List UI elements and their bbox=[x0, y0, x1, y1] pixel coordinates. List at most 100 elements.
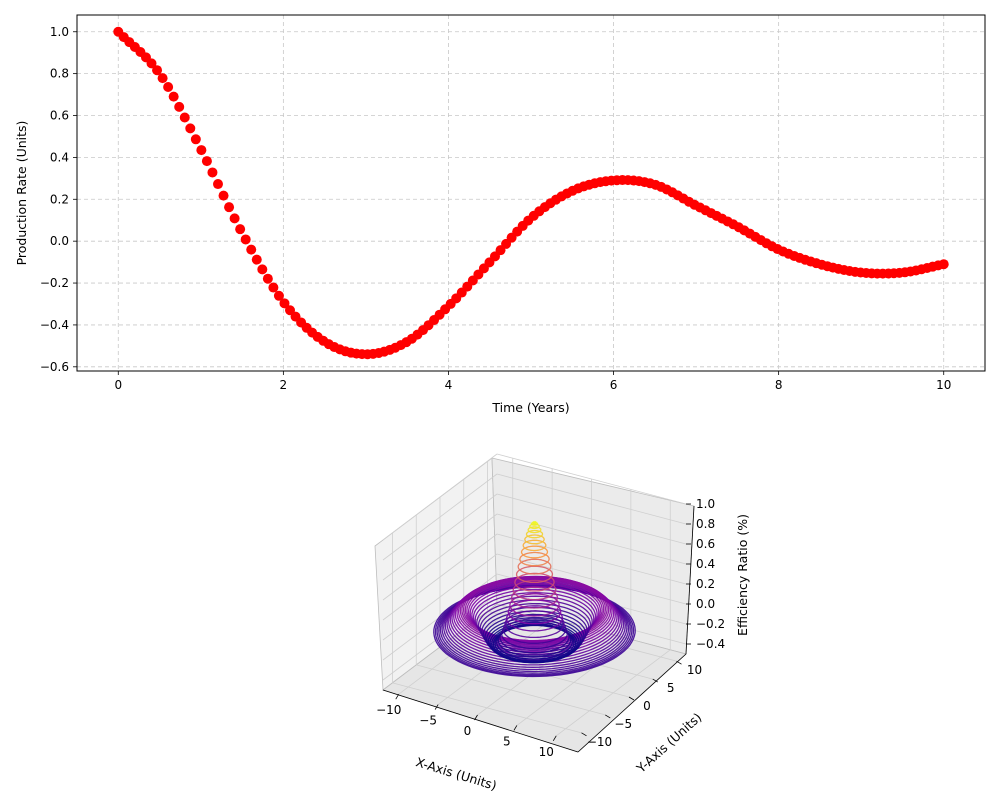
scatter-y-tick-label: −0.6 bbox=[40, 360, 69, 374]
surface-wall-gridline bbox=[382, 513, 498, 601]
scatter-y-tick-label: −0.4 bbox=[40, 318, 69, 332]
surface-z-axis-line bbox=[685, 505, 695, 655]
surface-x-tick-label: −10 bbox=[376, 703, 401, 717]
scatter-x-tick-label: 0 bbox=[114, 378, 122, 392]
surface-z-ticks: −0.4 −0.2 0.0 0.2 0.4 0.6 0.8 1.0 bbox=[686, 497, 725, 651]
surface-ring bbox=[529, 523, 540, 530]
surface-x-tick-label: 10 bbox=[539, 745, 554, 759]
scatter-point bbox=[224, 202, 235, 213]
scatter-y-ticks: −0.6 −0.4 −0.2 0.0 0.2 0.4 0.6 0.8 1.0 bbox=[40, 25, 77, 374]
scatter-point bbox=[163, 81, 174, 92]
scatter-x-ticks: 0 2 4 6 8 10 bbox=[114, 371, 951, 392]
scatter-x-tick-label: 4 bbox=[445, 378, 453, 392]
surface-ring bbox=[520, 545, 549, 559]
scatter-point bbox=[268, 282, 279, 293]
surface-ring bbox=[517, 558, 552, 575]
scatter-point bbox=[229, 213, 240, 224]
surface-y-tick-label: 0 bbox=[643, 699, 651, 713]
scatter-point bbox=[938, 259, 949, 270]
surface-floor-gridline bbox=[416, 664, 606, 716]
scatter-y-tick-label: 0.0 bbox=[50, 234, 69, 248]
surface-wall-gridline bbox=[496, 493, 687, 545]
surface-ring bbox=[530, 521, 539, 526]
surface-wall-gridline bbox=[496, 513, 687, 565]
surface-z-tick-label: 0.0 bbox=[696, 597, 715, 611]
surface-ring bbox=[492, 624, 577, 663]
scatter-grid bbox=[77, 15, 985, 371]
surface-x-tick bbox=[434, 704, 439, 710]
scatter-y-tick-label: 0.6 bbox=[50, 109, 69, 123]
surface-ring bbox=[509, 593, 560, 617]
surface-wall-gridline bbox=[496, 473, 687, 525]
surface-y-axis-line bbox=[577, 653, 687, 753]
surface-ring bbox=[474, 592, 595, 647]
scatter-points bbox=[113, 26, 949, 360]
surface-y-tick-label: 5 bbox=[667, 681, 675, 695]
surface-z-tick-label: −0.2 bbox=[696, 617, 725, 631]
surface-z-tick-label: 0.2 bbox=[696, 577, 715, 591]
scatter-point bbox=[262, 273, 273, 284]
scatter-chart: 0 2 4 6 8 10 −0.6 −0.4 −0.2 0.0 0.2 0.4 0.6 0.8 1.0 T… bbox=[14, 14, 986, 415]
surface-wall-gridline bbox=[382, 553, 498, 641]
surface-wall-gridline bbox=[382, 533, 498, 621]
scatter-point bbox=[174, 101, 185, 112]
surface-wall-gridline bbox=[496, 553, 687, 605]
surface-ring bbox=[507, 599, 562, 625]
surface-ring bbox=[505, 605, 564, 632]
surface-z-tick-label: 0.4 bbox=[696, 557, 715, 571]
surface-x-tick-label: −5 bbox=[419, 714, 437, 728]
surface-x-tick-label: 0 bbox=[464, 724, 472, 738]
surface-wall-gridline bbox=[496, 453, 687, 505]
surface-ring bbox=[525, 529, 544, 539]
surface-floor-gridline bbox=[392, 682, 582, 734]
scatter-point bbox=[157, 73, 168, 84]
surface-ring bbox=[532, 521, 537, 524]
scatter-plot-frame bbox=[76, 14, 986, 372]
scatter-y-tick-label: 1.0 bbox=[50, 25, 69, 39]
scatter-y-tick-label: −0.2 bbox=[40, 276, 69, 290]
scatter-point bbox=[207, 167, 218, 178]
scatter-y-axis-label: Production Rate (Units) bbox=[14, 121, 29, 266]
scatter-point bbox=[185, 123, 196, 134]
surface-y-axis-label: Y-Axis (Units) bbox=[633, 710, 705, 777]
surface-y-tick bbox=[581, 732, 587, 737]
scatter-point bbox=[212, 179, 223, 190]
surface-rings bbox=[433, 521, 636, 678]
scatter-x-tick-label: 6 bbox=[610, 378, 618, 392]
scatter-point bbox=[196, 145, 207, 156]
surface-y-tick bbox=[652, 678, 658, 683]
scatter-x-tick-label: 10 bbox=[936, 378, 951, 392]
surface-ring bbox=[515, 565, 554, 584]
scatter-x-axis-label: Time (Years) bbox=[491, 400, 569, 415]
surface-y-tick-label: −10 bbox=[587, 735, 612, 749]
scatter-point bbox=[251, 254, 262, 265]
surface-z-tick-label: −0.4 bbox=[696, 637, 725, 651]
scatter-y-tick-label: 0.2 bbox=[50, 192, 69, 206]
surface-x-axis-label: X-Axis (Units) bbox=[414, 754, 499, 793]
scatter-point bbox=[273, 290, 284, 301]
scatter-point bbox=[279, 298, 290, 309]
surface-y-ticks: −10−5 0 5 10 bbox=[581, 660, 702, 749]
scatter-point bbox=[201, 156, 212, 167]
surface-x-tick bbox=[552, 735, 557, 742]
surface-y-tick bbox=[605, 714, 611, 719]
surface-wall-gridline bbox=[382, 453, 498, 541]
scatter-point bbox=[152, 65, 163, 76]
surface-x-tick bbox=[513, 725, 518, 731]
surface-wall-gridline bbox=[382, 473, 498, 561]
surface-ring bbox=[433, 585, 636, 678]
scatter-plot-area bbox=[77, 15, 985, 371]
scatter-point bbox=[190, 134, 201, 145]
surface-y-tick-label: −5 bbox=[614, 717, 632, 731]
surface-ring bbox=[527, 526, 542, 534]
surface-ring bbox=[434, 585, 635, 677]
scatter-point bbox=[246, 244, 257, 255]
surface-ring bbox=[477, 599, 592, 652]
scatter-point bbox=[240, 234, 251, 245]
surface-ring bbox=[472, 588, 597, 646]
surface-ring bbox=[482, 610, 587, 658]
surface-z-tick-label: 1.0 bbox=[696, 497, 715, 511]
surface-ring bbox=[519, 551, 550, 567]
surface-ring bbox=[467, 580, 602, 642]
